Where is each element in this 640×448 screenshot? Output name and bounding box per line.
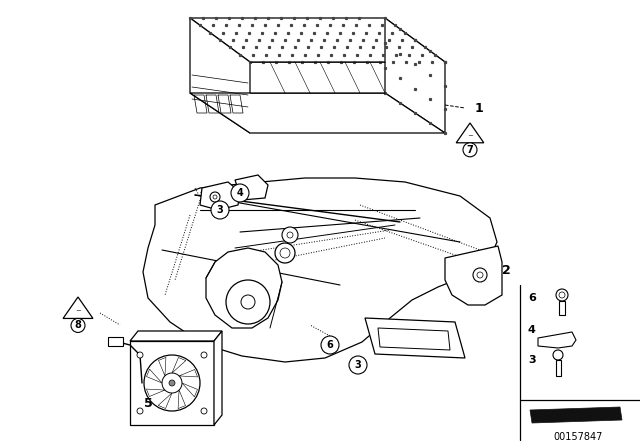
Text: 6: 6 bbox=[326, 340, 333, 350]
Polygon shape bbox=[182, 383, 198, 397]
Circle shape bbox=[556, 289, 568, 301]
Polygon shape bbox=[179, 370, 198, 377]
Circle shape bbox=[211, 201, 229, 219]
Circle shape bbox=[280, 248, 290, 258]
Circle shape bbox=[137, 352, 143, 358]
Circle shape bbox=[226, 280, 270, 324]
Polygon shape bbox=[214, 331, 222, 425]
Text: 3: 3 bbox=[355, 360, 362, 370]
Polygon shape bbox=[147, 369, 162, 383]
Circle shape bbox=[137, 408, 143, 414]
Polygon shape bbox=[200, 182, 240, 210]
Text: 8: 8 bbox=[75, 320, 81, 331]
Polygon shape bbox=[130, 331, 222, 341]
Circle shape bbox=[559, 292, 565, 298]
Circle shape bbox=[473, 268, 487, 282]
Polygon shape bbox=[172, 358, 186, 373]
Polygon shape bbox=[445, 246, 502, 305]
Text: 5: 5 bbox=[143, 396, 152, 409]
Text: 3: 3 bbox=[528, 355, 536, 365]
Polygon shape bbox=[190, 93, 445, 133]
Polygon shape bbox=[143, 178, 497, 362]
Text: ~: ~ bbox=[75, 308, 81, 314]
Polygon shape bbox=[456, 123, 484, 143]
Circle shape bbox=[477, 272, 483, 278]
Circle shape bbox=[169, 380, 175, 386]
Polygon shape bbox=[147, 389, 165, 396]
Text: 2: 2 bbox=[502, 263, 510, 276]
Polygon shape bbox=[178, 390, 186, 409]
Text: 6: 6 bbox=[528, 293, 536, 303]
Circle shape bbox=[144, 355, 200, 411]
Circle shape bbox=[162, 373, 182, 393]
Circle shape bbox=[241, 295, 255, 309]
Circle shape bbox=[287, 232, 293, 238]
Polygon shape bbox=[365, 318, 465, 358]
Polygon shape bbox=[378, 328, 450, 350]
Polygon shape bbox=[190, 18, 250, 133]
Circle shape bbox=[553, 350, 563, 360]
Circle shape bbox=[282, 227, 298, 243]
Text: ~: ~ bbox=[467, 133, 473, 139]
Circle shape bbox=[201, 408, 207, 414]
Polygon shape bbox=[130, 341, 214, 425]
Text: 7: 7 bbox=[467, 145, 474, 155]
Polygon shape bbox=[385, 18, 445, 133]
Text: 4: 4 bbox=[237, 188, 243, 198]
Bar bbox=[559, 301, 565, 315]
Circle shape bbox=[349, 356, 367, 374]
Text: 4: 4 bbox=[528, 325, 536, 335]
Circle shape bbox=[321, 336, 339, 354]
Polygon shape bbox=[530, 407, 622, 423]
Circle shape bbox=[71, 319, 85, 332]
Polygon shape bbox=[158, 393, 172, 409]
Polygon shape bbox=[235, 175, 268, 200]
Circle shape bbox=[463, 143, 477, 157]
Bar bbox=[556, 360, 561, 376]
Text: 1: 1 bbox=[475, 102, 484, 115]
Polygon shape bbox=[206, 248, 282, 328]
Circle shape bbox=[231, 184, 249, 202]
Polygon shape bbox=[63, 297, 93, 319]
Text: 00157847: 00157847 bbox=[554, 432, 603, 442]
Circle shape bbox=[201, 352, 207, 358]
Text: 3: 3 bbox=[216, 205, 223, 215]
Polygon shape bbox=[159, 358, 166, 376]
Bar bbox=[108, 337, 123, 346]
Circle shape bbox=[275, 243, 295, 263]
Circle shape bbox=[213, 195, 217, 199]
Polygon shape bbox=[538, 332, 576, 348]
Circle shape bbox=[210, 192, 220, 202]
Polygon shape bbox=[190, 18, 445, 62]
